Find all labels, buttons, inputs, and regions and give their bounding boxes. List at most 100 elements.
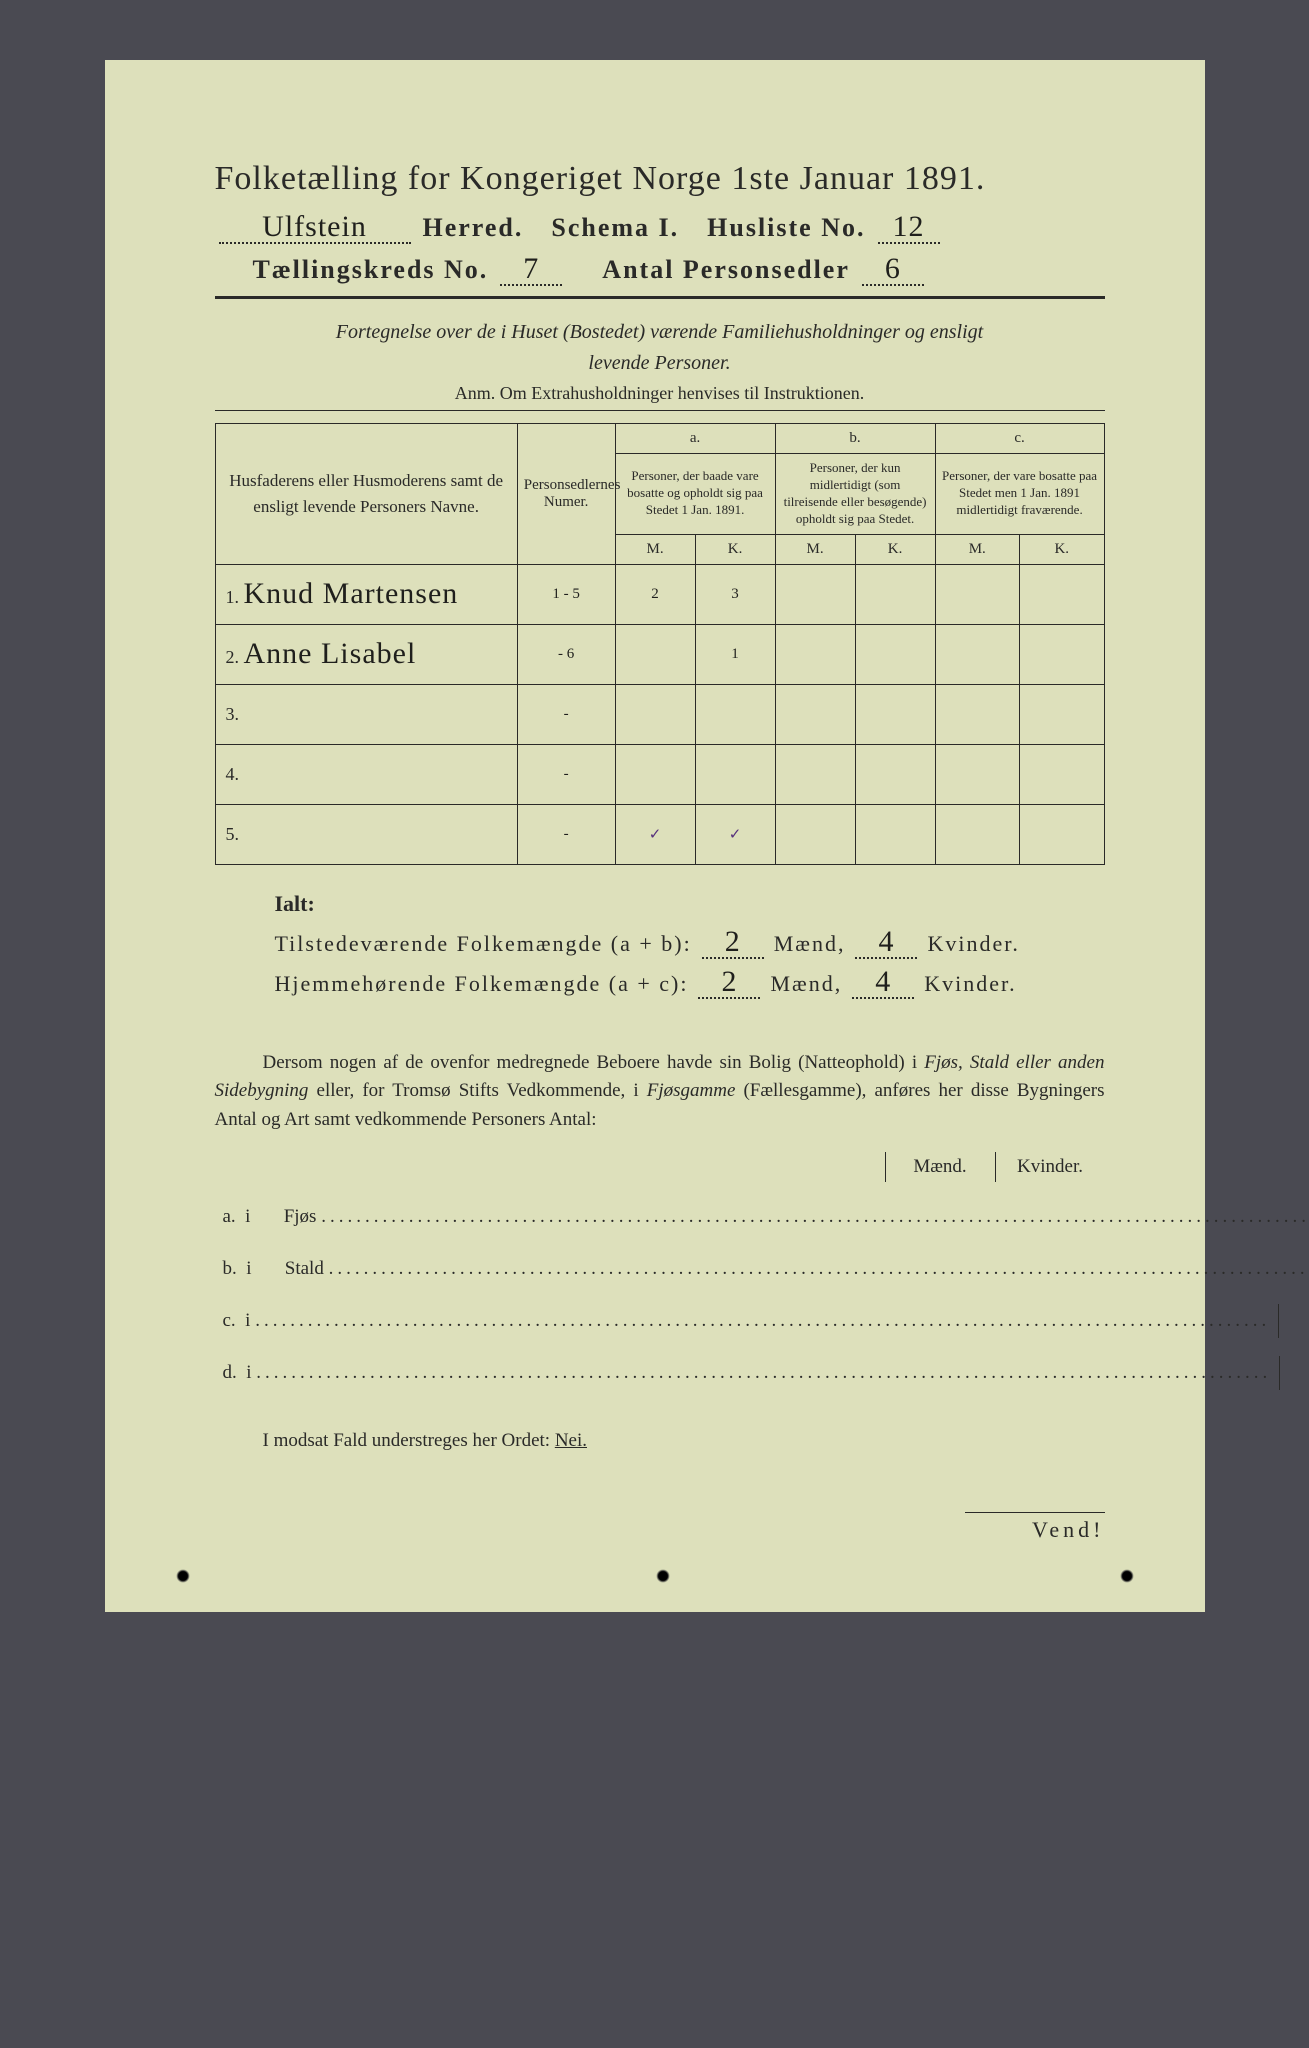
row-b_m-cell xyxy=(775,804,855,864)
para-ital-b: Fjøsgamme xyxy=(647,1080,736,1101)
sidebygning-maend-cell xyxy=(1279,1356,1309,1390)
row-name-cell: 5. xyxy=(215,804,517,864)
pinhole-icon xyxy=(655,1568,671,1584)
col-a-k: K. xyxy=(695,534,775,564)
sidebygning-label: c. i xyxy=(215,1304,1279,1338)
sidebygning-row: a. i Fjøs xyxy=(215,1200,1105,1234)
kvinder-label-1: Kvinder. xyxy=(927,931,1019,957)
kreds-no: 7 xyxy=(500,254,562,286)
row-c_m-cell xyxy=(935,684,1019,744)
lower-hdr-kvinder: Kvinder. xyxy=(995,1152,1105,1182)
col-a-m: M. xyxy=(615,534,695,564)
row-c_m-cell xyxy=(935,744,1019,804)
col-numer-header: Personsedlernes Numer. xyxy=(517,424,615,565)
row-b_m-cell xyxy=(775,744,855,804)
totals-line-ab: Tilstedeværende Folkemængde (a + b): 2 M… xyxy=(275,927,1105,959)
row-a_m-cell xyxy=(615,744,695,804)
col-names-header: Husfaderens eller Husmoderens samt de en… xyxy=(215,424,517,565)
herred-label: Herred. xyxy=(423,213,524,243)
ac-label: Hjemmehørende Folkemængde (a + c): xyxy=(275,971,689,997)
pinhole-icon xyxy=(175,1568,191,1584)
lower-hdr-maend: Mænd. xyxy=(885,1152,995,1182)
para-a: Dersom nogen af de ovenfor medregnede Be… xyxy=(263,1052,925,1073)
row-numer-cell: 1 - 5 xyxy=(517,564,615,624)
row-name-cell: 4. xyxy=(215,744,517,804)
dersom-paragraph: Dersom nogen af de ovenfor medregnede Be… xyxy=(215,1049,1105,1135)
intro-line-1: Fortegnelse over de i Huset (Bostedet) v… xyxy=(215,321,1105,344)
col-a-label: a. xyxy=(615,424,775,454)
table-row: 3.- xyxy=(215,684,1104,744)
col-a-text: Personer, der baade vare bosatte og opho… xyxy=(615,454,775,535)
ab-maend: 2 xyxy=(702,927,764,959)
totals-block: Ialt: Tilstedeværende Folkemængde (a + b… xyxy=(275,891,1105,999)
vend-label: Vend! xyxy=(965,1512,1105,1543)
row-b_k-cell xyxy=(855,624,935,684)
col-c-m: M. xyxy=(935,534,1019,564)
row-b_m-cell xyxy=(775,564,855,624)
row-c_k-cell xyxy=(1020,684,1105,744)
row-numer-cell: - xyxy=(517,744,615,804)
ab-kvinder: 4 xyxy=(855,927,917,959)
pinhole-icon xyxy=(1119,1568,1135,1584)
table-body: 1. Knud Martensen1 - 5232. Anne Lisabel-… xyxy=(215,564,1104,864)
sidebygning-row: c. i xyxy=(215,1304,1105,1338)
lower-rows: a. i Fjøs b. i Stald c. i d. i xyxy=(215,1200,1105,1390)
row-b_k-cell xyxy=(855,684,935,744)
sidebygning-row: b. i Stald xyxy=(215,1252,1105,1286)
row-name-cell: 2. Anne Lisabel xyxy=(215,624,517,684)
row-c_k-cell xyxy=(1020,564,1105,624)
col-b-k: K. xyxy=(855,534,935,564)
row-c_m-cell xyxy=(935,564,1019,624)
intro-line-2: levende Personer. xyxy=(215,352,1105,375)
row-a_k-cell: 1 xyxy=(695,624,775,684)
sidebygning-maend-cell xyxy=(1278,1304,1309,1338)
row-a_m-cell xyxy=(615,624,695,684)
sidebygning-label: d. i xyxy=(215,1356,1280,1390)
col-c-label: c. xyxy=(935,424,1104,454)
ac-kvinder: 4 xyxy=(852,967,914,999)
row-a_k-cell: 3 xyxy=(695,564,775,624)
table-row: 4.- xyxy=(215,744,1104,804)
sidebygning-label: a. i Fjøs xyxy=(215,1200,1309,1234)
herred-value: Ulfstein xyxy=(219,212,411,244)
table-row: 2. Anne Lisabel- 61 xyxy=(215,624,1104,684)
divider-thin xyxy=(215,410,1105,411)
kreds-label: Tællingskreds No. xyxy=(253,255,489,285)
row-a_m-cell: ✓ xyxy=(615,804,695,864)
row-numer-cell: - xyxy=(517,804,615,864)
row-b_k-cell xyxy=(855,564,935,624)
row-b_k-cell xyxy=(855,744,935,804)
col-b-label: b. xyxy=(775,424,935,454)
ac-maend: 2 xyxy=(698,967,760,999)
table-head: Husfaderens eller Husmoderens samt de en… xyxy=(215,424,1104,565)
husliste-no: 12 xyxy=(878,212,940,244)
nei-line: I modsat Fald understreges her Ordet: Ne… xyxy=(215,1430,1105,1452)
sidebygning-grid: Mænd. Kvinder. xyxy=(215,1152,1105,1182)
row-c_m-cell xyxy=(935,624,1019,684)
nei-word: Nei. xyxy=(555,1430,587,1451)
row-c_k-cell xyxy=(1020,804,1105,864)
nei-prefix: I modsat Fald understreges her Ordet: xyxy=(263,1430,555,1451)
row-b_m-cell xyxy=(775,684,855,744)
sidebygning-row: d. i xyxy=(215,1356,1105,1390)
ialt-heading: Ialt: xyxy=(275,891,1105,917)
census-table: Husfaderens eller Husmoderens samt de en… xyxy=(215,423,1105,865)
row-a_m-cell xyxy=(615,684,695,744)
row-numer-cell: - xyxy=(517,684,615,744)
totals-line-ac: Hjemmehørende Folkemængde (a + c): 2 Mæn… xyxy=(275,967,1105,999)
row-c_k-cell xyxy=(1020,744,1105,804)
table-row: 5.-✓✓ xyxy=(215,804,1104,864)
row-b_m-cell xyxy=(775,624,855,684)
anm-line: Anm. Om Extrahusholdninger henvises til … xyxy=(215,383,1105,404)
maend-label-1: Mænd, xyxy=(774,931,846,957)
row-a_m-cell: 2 xyxy=(615,564,695,624)
schema-label: Schema I. xyxy=(551,213,679,243)
sedler-label: Antal Personsedler xyxy=(602,255,850,285)
header-row-1: Ulfstein Herred. Schema I. Husliste No. … xyxy=(215,212,1105,244)
col-c-text: Personer, der vare bosatte paa Stedet me… xyxy=(935,454,1104,535)
row-b_k-cell xyxy=(855,804,935,864)
row-name-cell: 1. Knud Martensen xyxy=(215,564,517,624)
row-c_m-cell xyxy=(935,804,1019,864)
row-c_k-cell xyxy=(1020,624,1105,684)
husliste-label: Husliste No. xyxy=(707,213,865,243)
